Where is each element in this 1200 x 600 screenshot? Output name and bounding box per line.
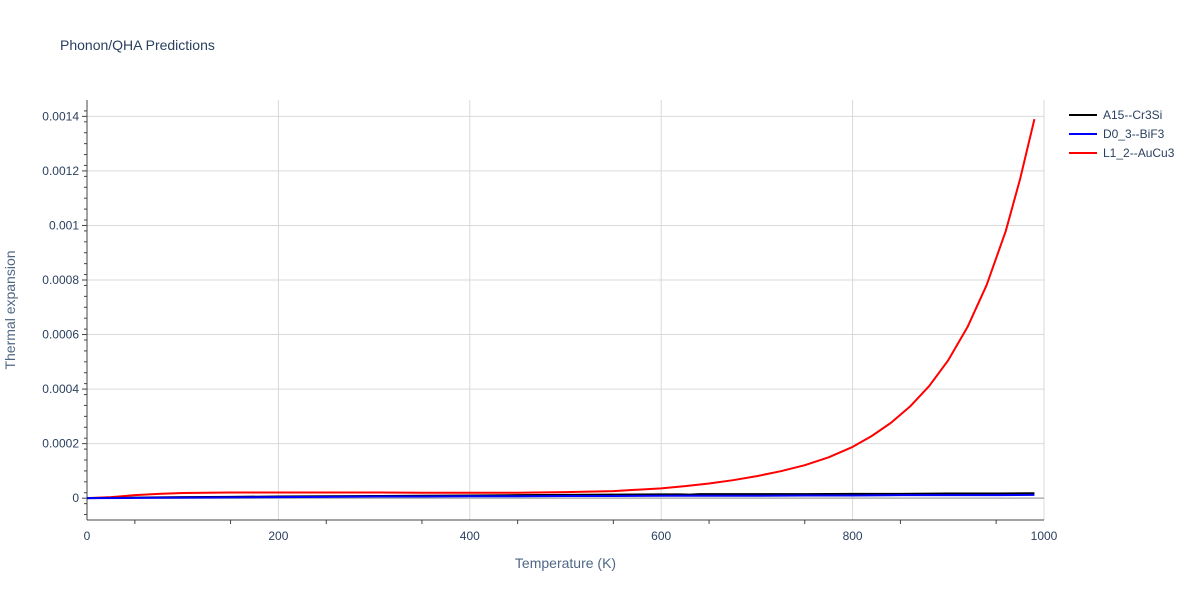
y-tick-label: 0.0006 — [42, 328, 79, 342]
y-tick-label: 0 — [72, 491, 79, 505]
axes — [86, 100, 1044, 521]
grid — [87, 100, 1045, 520]
x-ticks: 0 200 400 600 800 1000 — [84, 520, 1058, 543]
y-tick-label: 0.001 — [49, 218, 79, 232]
y-tick-label: 0.0008 — [42, 273, 79, 287]
x-tick-label: 400 — [460, 529, 480, 543]
series — [86, 118, 1036, 500]
y-tick-label: 0.0014 — [42, 109, 79, 123]
legend-item[interactable]: D0_3--BiF3 — [1069, 127, 1165, 141]
y-ticks: 0 0.0002 0.0004 0.0006 0.0008 0.001 0.0012 0.00… — [42, 109, 87, 516]
x-tick-label: 200 — [268, 529, 288, 543]
chart-title: Phonon/QHA Predictions — [60, 37, 215, 53]
y-tick-label: 0.0004 — [42, 382, 79, 396]
legend: A15--Cr3Si D0_3--BiF3 L1_2--AuCu3 — [1069, 108, 1175, 160]
series-line-D0_3--BiF3 — [86, 493, 1035, 500]
y-axis-title: Thermal expansion — [2, 250, 18, 369]
series-line-L1_2--AuCu3 — [86, 118, 1036, 500]
x-axis-title: Temperature (K) — [515, 555, 616, 571]
y-tick-label: 0.0012 — [42, 164, 79, 178]
x-tick-label: 800 — [843, 529, 863, 543]
legend-item[interactable]: L1_2--AuCu3 — [1069, 146, 1175, 160]
legend-label: L1_2--AuCu3 — [1103, 146, 1175, 160]
legend-label: A15--Cr3Si — [1103, 108, 1162, 122]
legend-label: D0_3--BiF3 — [1103, 127, 1165, 141]
x-tick-label: 1000 — [1031, 529, 1058, 543]
y-tick-label: 0.0002 — [42, 437, 79, 451]
x-tick-label: 600 — [651, 529, 671, 543]
x-tick-label: 0 — [84, 529, 91, 543]
legend-item[interactable]: A15--Cr3Si — [1069, 108, 1162, 122]
